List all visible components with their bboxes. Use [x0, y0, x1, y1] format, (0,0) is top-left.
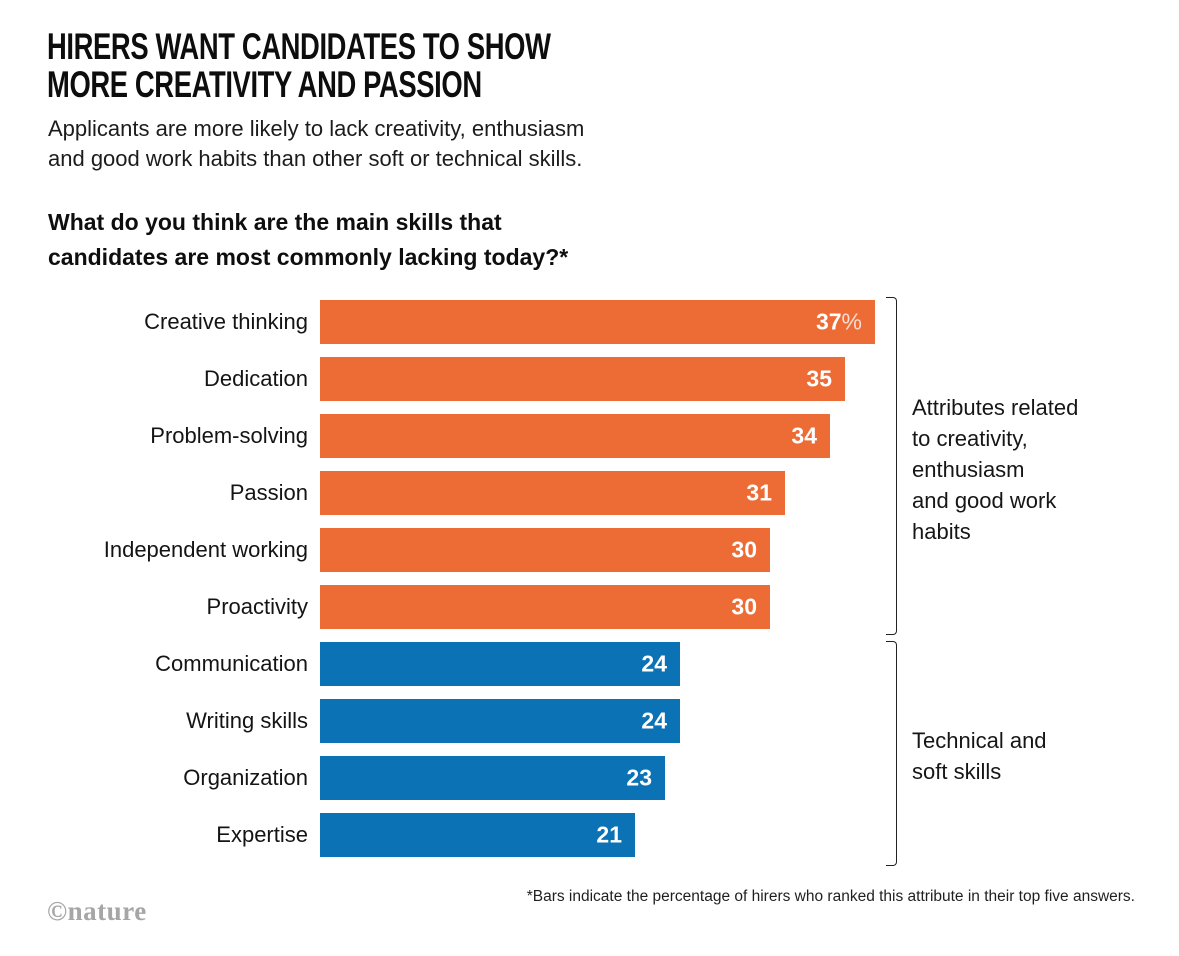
bar-organization: 23	[320, 756, 665, 800]
chart-row: Writing skills 24	[0, 699, 900, 743]
bar-value: 35	[806, 365, 832, 392]
bar-passion: 31	[320, 471, 785, 515]
bracket-creativity-group	[886, 297, 897, 635]
bar-expertise: 21	[320, 813, 635, 857]
bar-value: 34	[791, 422, 817, 449]
annotation-creativity-group: Attributes related to creativity, enthus…	[912, 395, 1079, 544]
bar-label: Expertise	[216, 822, 308, 847]
bar-independent-working: 30	[320, 528, 770, 572]
bar-value: 24	[641, 707, 667, 734]
bar-value: 24	[641, 650, 667, 677]
bar-dedication: 35	[320, 357, 845, 401]
chart-footnote: *Bars indicate the percentage of hirers …	[526, 888, 1135, 905]
page-subtitle: Applicants are more likely to lack creat…	[48, 116, 585, 171]
bar-label: Organization	[183, 765, 308, 790]
bar-label: Problem-solving	[150, 423, 308, 448]
chart-row: Proactivity 30	[0, 585, 900, 629]
bar-label: Proactivity	[206, 594, 308, 619]
bar-value: 30	[731, 593, 757, 620]
bar-creative-thinking: 37%	[320, 300, 875, 344]
bar-label: Passion	[229, 480, 308, 505]
annotation-technical-group: Technical and soft skills	[912, 728, 1047, 784]
nature-logo: ©nature	[47, 896, 147, 926]
chart-row: Dedication 35	[0, 357, 900, 401]
bar-value: 37%	[815, 308, 862, 335]
bar-problem-solving: 34	[320, 414, 830, 458]
percent-sign: %	[841, 308, 862, 335]
chart-question: What do you think are the main skills th…	[48, 209, 569, 270]
bar-value: 23	[626, 764, 652, 791]
bar-label: Writing skills	[186, 708, 308, 733]
chart-row: Problem-solving 34	[0, 414, 900, 458]
chart-row: Organization 23	[0, 756, 900, 800]
page-title-line2: MORE CREATIVITY AND PASSION	[47, 64, 482, 105]
bracket-technical-group	[886, 641, 897, 866]
bar-value: 30	[731, 536, 757, 563]
bar-writing-skills: 24	[320, 699, 680, 743]
chart-row: Independent working 30	[0, 528, 900, 572]
bar-label: Creative thinking	[144, 309, 308, 334]
bar-communication: 24	[320, 642, 680, 686]
bar-label: Dedication	[204, 366, 308, 391]
chart-row: Expertise 21	[0, 813, 900, 857]
chart-rows: Creative thinking 37% Dedication 35 Problem-…	[0, 300, 900, 857]
chart-row: Communication 24	[0, 642, 900, 686]
bar-value: 31	[746, 479, 772, 506]
chart-row: Creative thinking 37%	[0, 300, 900, 344]
page-title-line1: HIRERS WANT CANDIDATES TO SHOW	[47, 26, 551, 67]
bar-proactivity: 30	[320, 585, 770, 629]
bar-label: Communication	[155, 651, 308, 676]
bar-label: Independent working	[103, 537, 308, 562]
chart-row: Passion 31	[0, 471, 900, 515]
bar-value: 21	[596, 821, 622, 848]
bar-chart: Creative thinking 37% Dedication 35 Problem-…	[0, 300, 900, 870]
